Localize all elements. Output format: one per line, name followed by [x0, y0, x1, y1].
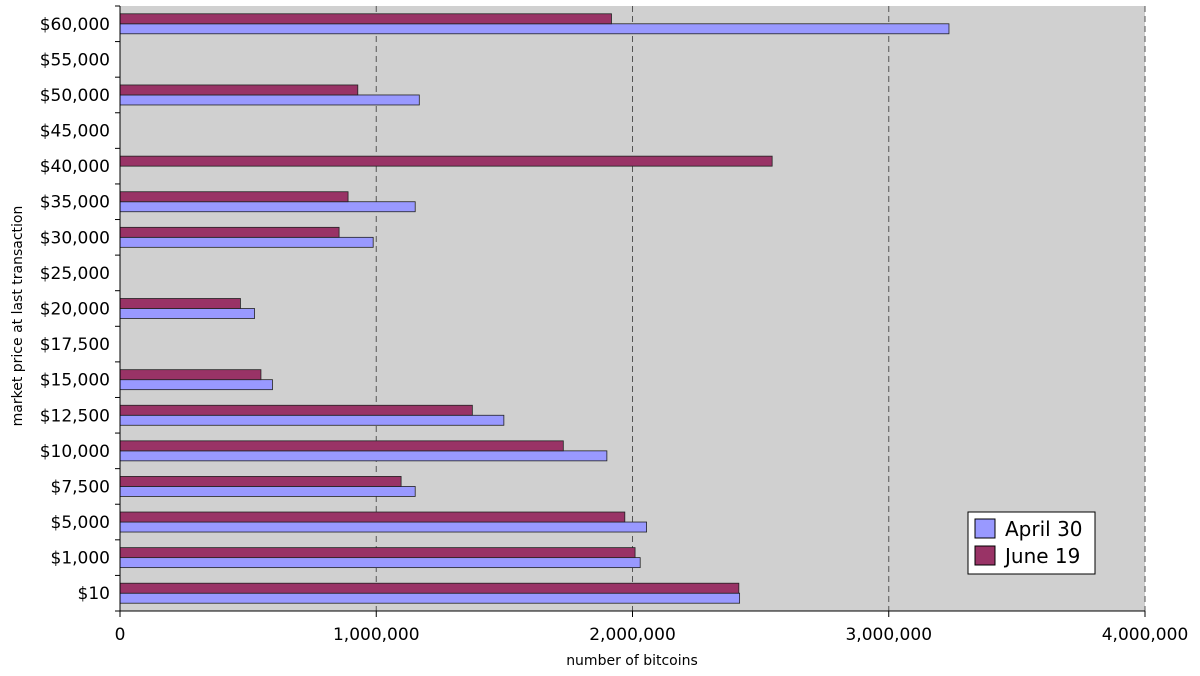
- x-tick-label: 4,000,000: [1102, 625, 1189, 645]
- x-tick-label: 0: [115, 625, 126, 645]
- y-tick-label: $40,000: [40, 157, 110, 177]
- y-axis-title: market price at last transaction: [10, 206, 26, 427]
- x-tick-labels: 0 1,000,000 2,000,000 3,000,000 4,000,000: [115, 611, 1189, 645]
- y-tick-label: $15,000: [40, 371, 110, 391]
- y-tick-label: $10,000: [40, 442, 110, 462]
- y-tick-label: $55,000: [40, 50, 110, 70]
- legend-label-june-19: June 19: [1003, 544, 1080, 568]
- y-tick-label: $30,000: [40, 228, 110, 248]
- bar-april-30: [119, 94, 420, 106]
- legend: April 30 June 19: [967, 511, 1096, 575]
- bar-april-30: [119, 23, 950, 35]
- y-tick-label: $5,000: [51, 513, 110, 533]
- bar-april-30: [119, 308, 255, 319]
- legend-label-april-30: April 30: [1005, 517, 1083, 541]
- bar-june-19: [119, 404, 473, 416]
- bar-june-19: [119, 511, 626, 523]
- bar-april-30: [119, 486, 416, 497]
- legend-swatch-june-19: [974, 545, 996, 566]
- bar-june-19: [119, 84, 359, 96]
- y-tick-label: $50,000: [40, 86, 110, 106]
- x-tick-label: 1,000,000: [333, 625, 420, 645]
- y-tick-label: $12,500: [40, 406, 110, 426]
- bar-june-19: [119, 13, 612, 25]
- x-tick-label: 2,000,000: [589, 625, 676, 645]
- y-tick-label: $45,000: [40, 122, 110, 142]
- bar-april-30: [119, 592, 741, 604]
- bar-june-19: [119, 155, 773, 167]
- bar-june-19: [119, 582, 740, 594]
- bar-june-19: [119, 226, 340, 238]
- grid-lines: [375, 6, 1146, 611]
- y-tick-label: $20,000: [40, 300, 110, 320]
- bar-april-30: [119, 236, 374, 248]
- y-tick-label: $10: [78, 584, 110, 604]
- y-tick-label: $7,500: [51, 477, 110, 497]
- bar-april-30: [119, 557, 641, 569]
- y-tick-label: $35,000: [40, 193, 110, 213]
- bar-april-30: [119, 521, 647, 533]
- bar-april-30: [119, 414, 505, 426]
- bar-june-19: [119, 440, 564, 452]
- bar-june-19: [119, 369, 262, 381]
- bar-june-19: [119, 547, 636, 559]
- x-axis-title: number of bitcoins: [566, 653, 698, 669]
- bar-june-19: [119, 476, 402, 487]
- y-tick-label: $17,500: [40, 335, 110, 355]
- bar-april-30: [119, 201, 416, 213]
- y-tick-labels: $60,000 $55,000 $50,000 $45,000 $40,000 $35,0…: [40, 5, 120, 612]
- bar-april-30: [119, 379, 273, 391]
- y-tick-label: $60,000: [40, 15, 110, 35]
- bar-june-19: [119, 298, 241, 309]
- y-tick-label: $25,000: [40, 264, 110, 284]
- bar-april-30: [119, 450, 608, 462]
- x-tick-label: 3,000,000: [845, 625, 932, 645]
- bar-june-19: [119, 191, 349, 203]
- y-tick-label: $1,000: [51, 549, 110, 569]
- legend-swatch-april-30: [974, 518, 996, 539]
